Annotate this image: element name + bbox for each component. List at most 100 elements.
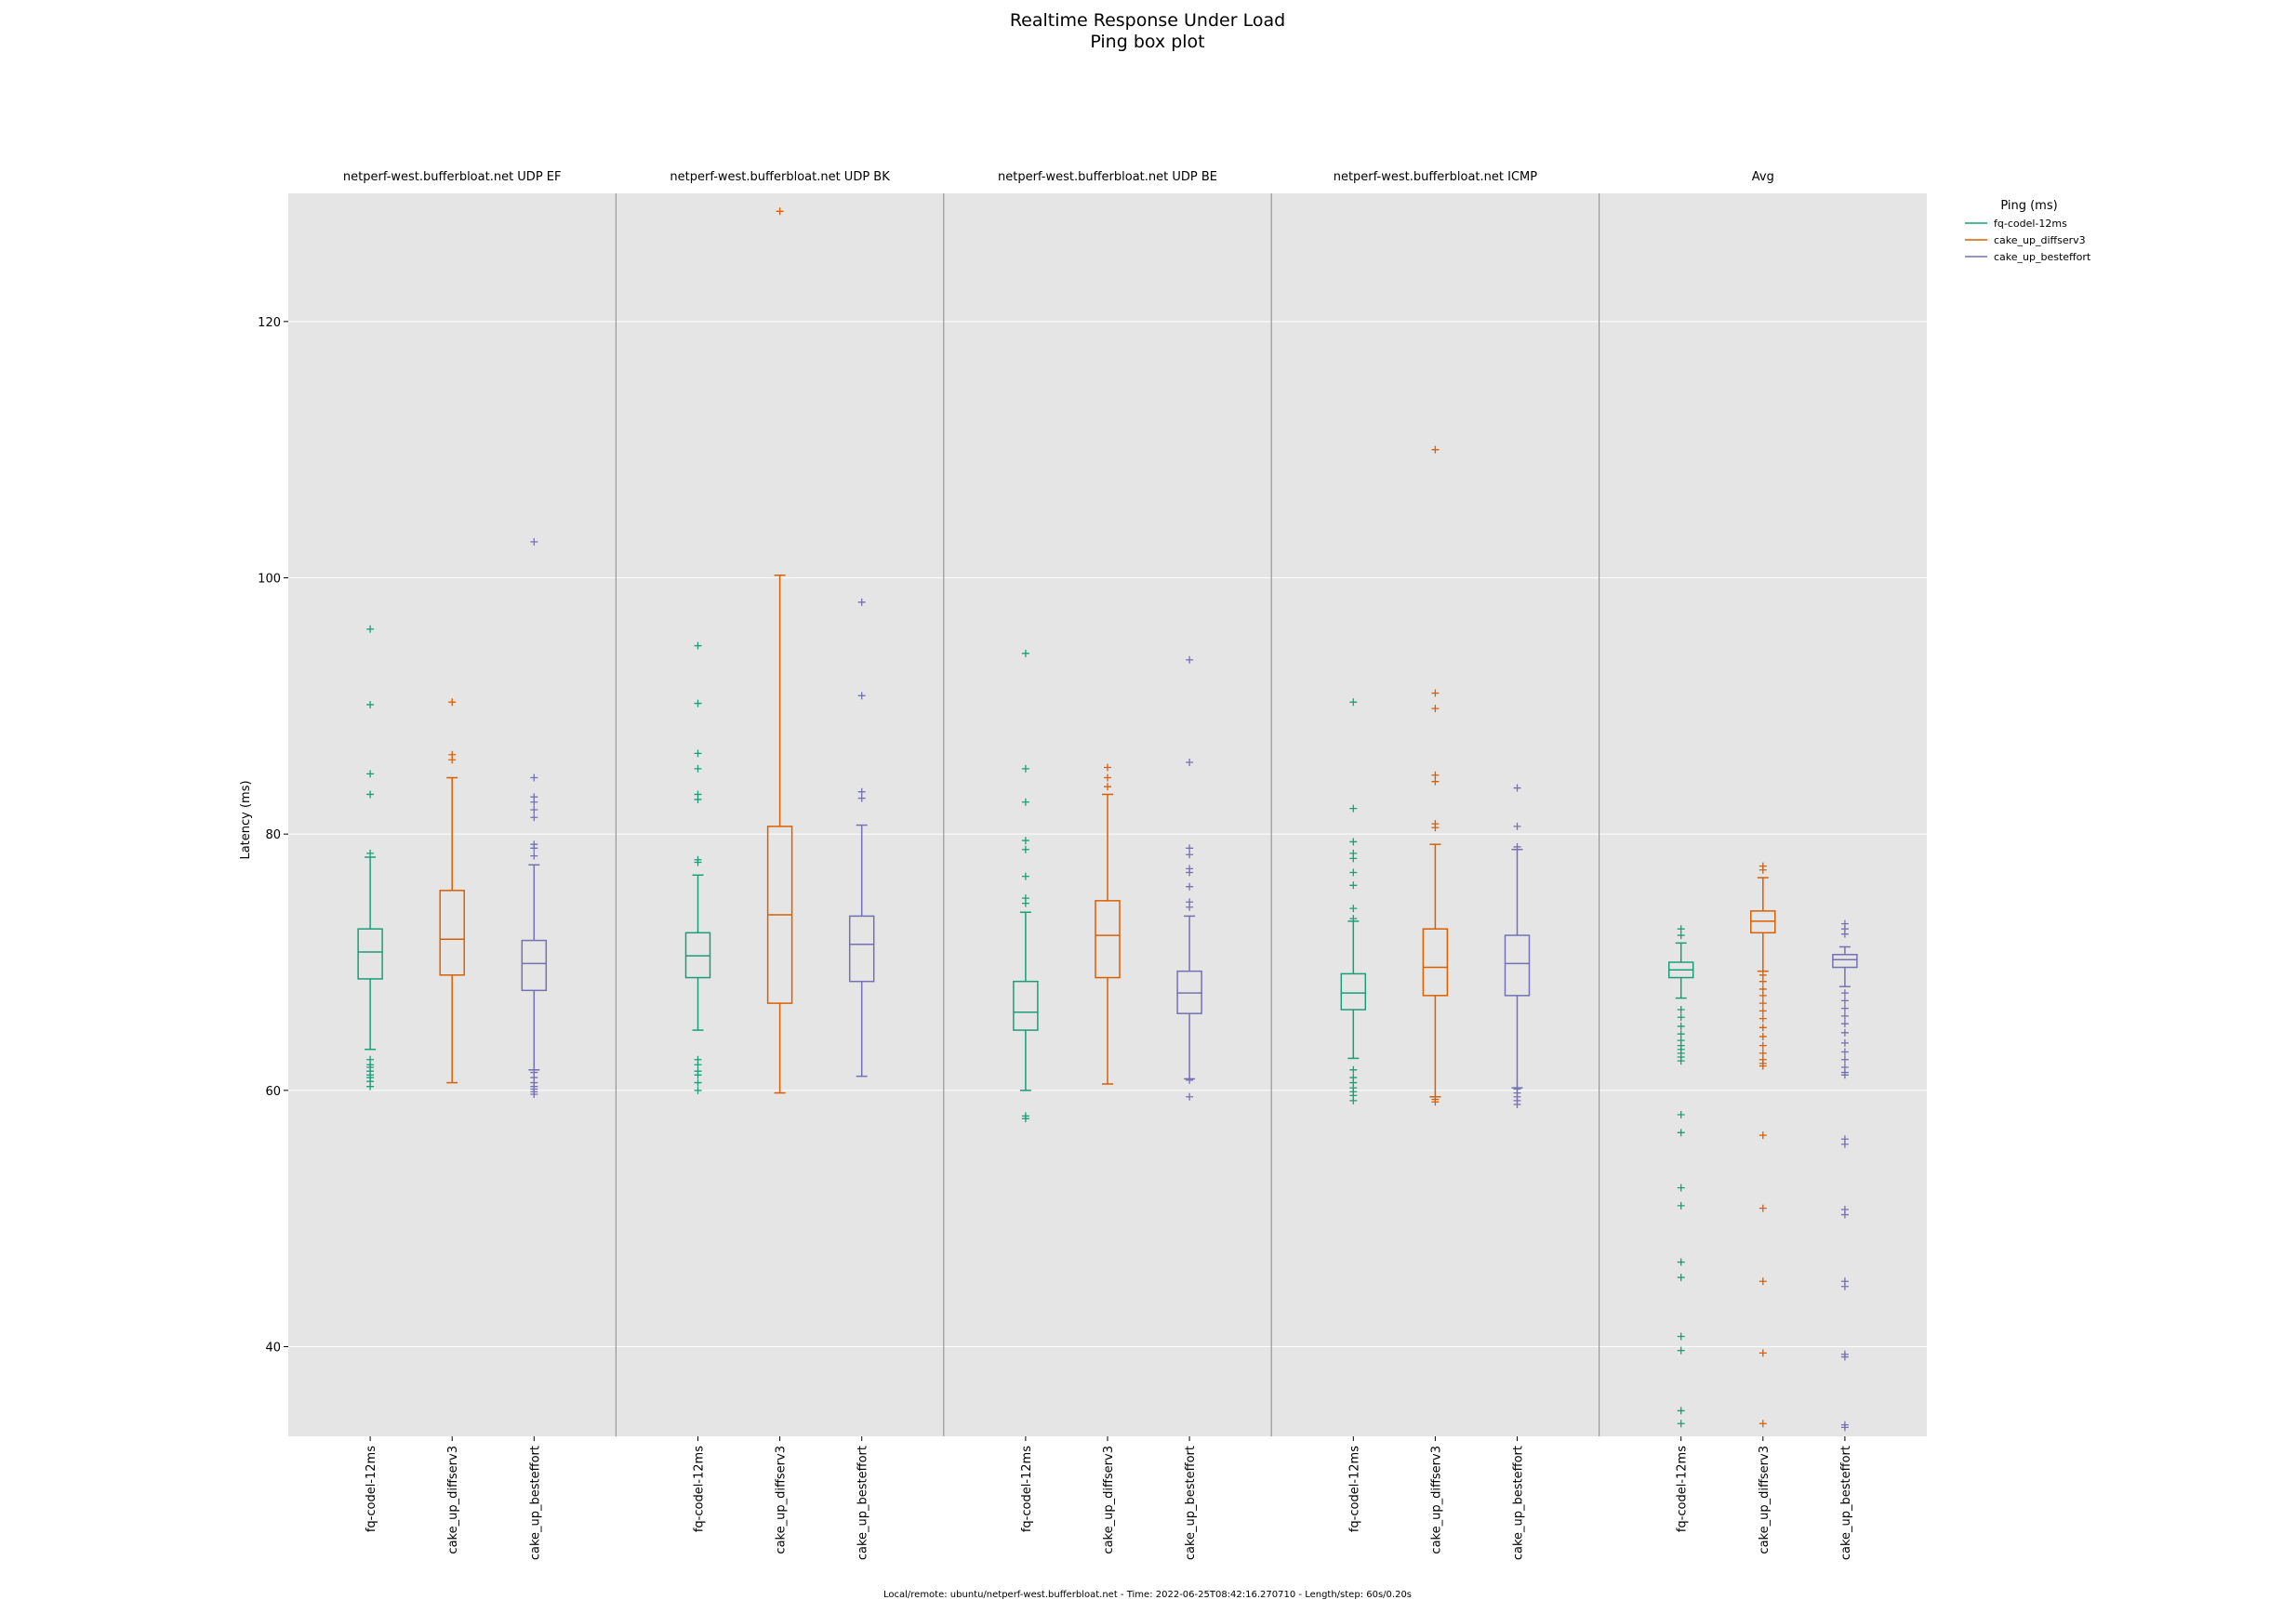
outlier-marker bbox=[1677, 1022, 1685, 1030]
outlier-marker bbox=[1021, 872, 1029, 880]
iqr-box bbox=[357, 928, 383, 980]
outlier-marker bbox=[1431, 824, 1440, 832]
outlier-marker bbox=[694, 641, 702, 650]
outlier-marker bbox=[1513, 842, 1521, 851]
box-cake-up-besteffort bbox=[1176, 655, 1202, 1101]
outlier-marker bbox=[1513, 822, 1521, 830]
outlier-marker bbox=[1186, 868, 1194, 877]
outlier-marker bbox=[694, 858, 702, 866]
outlier-marker bbox=[1349, 854, 1358, 863]
x-tick-label: cake_up_besteffort bbox=[856, 1446, 870, 1560]
outlier-marker bbox=[366, 700, 375, 708]
outlier-marker bbox=[1349, 915, 1358, 923]
outlier-marker bbox=[1186, 903, 1194, 911]
outlier-marker bbox=[1677, 1030, 1685, 1038]
outlier-marker bbox=[694, 1061, 702, 1069]
outlier-marker bbox=[1840, 1038, 1849, 1047]
outlier-marker bbox=[1677, 1201, 1685, 1210]
outlier-marker bbox=[857, 692, 866, 700]
outlier-marker bbox=[1840, 1353, 1849, 1361]
outlier-marker bbox=[1431, 689, 1440, 697]
outlier-marker bbox=[448, 756, 457, 764]
outlier-marker bbox=[1349, 804, 1358, 813]
iqr-box bbox=[1504, 934, 1531, 997]
outlier-marker bbox=[1104, 783, 1111, 791]
panel-netperf-west-bufferbloat-net-udp-ef: netperf-west.bufferbloat.net UDP EF fq-co… bbox=[343, 170, 562, 1560]
outlier-marker bbox=[1840, 1004, 1849, 1012]
outlier-marker bbox=[1186, 1092, 1194, 1101]
outlier-marker bbox=[1758, 1014, 1767, 1023]
iqr-box bbox=[521, 939, 548, 992]
iqr-box bbox=[1095, 900, 1121, 979]
outlier-marker bbox=[1758, 991, 1767, 999]
outlier-marker bbox=[1677, 1129, 1685, 1137]
y-tick-label: 40 bbox=[265, 1342, 281, 1355]
outlier-marker bbox=[1513, 784, 1521, 792]
x-tick-label: fq-codel-12ms bbox=[1676, 1446, 1690, 1532]
outlier-marker bbox=[1186, 655, 1194, 664]
outlier-marker bbox=[1840, 1055, 1849, 1064]
outlier-marker bbox=[366, 770, 375, 778]
outlier-marker bbox=[448, 698, 457, 707]
footer-note: Local/remote: ubuntu/netperf-west.buffer… bbox=[883, 1590, 1412, 1600]
outlier-marker bbox=[530, 813, 538, 822]
outlier-marker bbox=[1186, 851, 1194, 859]
outlier-marker bbox=[1758, 1204, 1767, 1212]
panel-title: netperf-west.bufferbloat.net UDP BK bbox=[670, 170, 890, 184]
outlier-marker bbox=[1104, 773, 1111, 782]
box-cake-up-besteffort bbox=[1504, 784, 1531, 1109]
outlier-marker bbox=[1349, 1065, 1358, 1074]
outlier-marker bbox=[530, 773, 538, 782]
x-tick-label: fq-codel-12ms bbox=[693, 1446, 707, 1532]
outlier-marker bbox=[776, 207, 784, 216]
box-cake-up-besteffort bbox=[1832, 919, 1858, 1432]
outlier-marker bbox=[1349, 1096, 1358, 1104]
outlier-marker bbox=[694, 1071, 702, 1079]
outlier-marker bbox=[1186, 758, 1194, 766]
outlier-marker bbox=[1431, 777, 1440, 786]
x-tick-label: cake_up_diffserv3 bbox=[1102, 1446, 1116, 1554]
outlier-marker bbox=[1677, 1274, 1685, 1282]
box-cake-up-diffserv3 bbox=[439, 698, 465, 1084]
outlier-marker bbox=[1758, 1277, 1767, 1286]
outlier-marker bbox=[366, 1082, 375, 1091]
iqr-box bbox=[1013, 980, 1039, 1031]
outlier-marker bbox=[366, 790, 375, 799]
outlier-marker bbox=[1840, 1423, 1849, 1432]
outlier-marker bbox=[530, 805, 538, 813]
panel-netperf-west-bufferbloat-net-udp-be: netperf-west.bufferbloat.net UDP BE fq-co… bbox=[943, 170, 1217, 1560]
outlier-marker bbox=[1758, 977, 1767, 985]
outlier-marker bbox=[1349, 838, 1358, 846]
outlier-marker bbox=[1840, 1210, 1849, 1219]
box-cake-up-diffserv3 bbox=[1422, 445, 1449, 1106]
outlier-marker bbox=[1677, 1258, 1685, 1266]
box-cake-up-besteffort bbox=[848, 598, 875, 1078]
outlier-marker bbox=[1431, 705, 1440, 713]
outlier-marker bbox=[1758, 1131, 1767, 1140]
outlier-marker bbox=[1186, 882, 1194, 891]
y-axis-label: Latency (ms) bbox=[239, 780, 253, 859]
panel-netperf-west-bufferbloat-net-udp-bk: netperf-west.bufferbloat.net UDP BK fq-co… bbox=[615, 170, 890, 1560]
outlier-marker bbox=[1677, 1006, 1685, 1014]
outlier-marker bbox=[1758, 985, 1767, 993]
outlier-marker bbox=[1431, 445, 1440, 454]
outlier-marker bbox=[1840, 1020, 1849, 1028]
outlier-marker bbox=[1677, 932, 1685, 940]
outlier-marker bbox=[1021, 764, 1029, 773]
iqr-box bbox=[439, 890, 465, 976]
y-tick-label: 100 bbox=[258, 573, 281, 587]
panel-title: netperf-west.bufferbloat.net UDP EF bbox=[343, 170, 562, 184]
outlier-marker bbox=[694, 795, 702, 803]
outlier-marker bbox=[1840, 1071, 1849, 1079]
box-fq-codel-12ms bbox=[1340, 698, 1367, 1104]
outlier-marker bbox=[1840, 1140, 1849, 1148]
y-tick-label: 60 bbox=[265, 1085, 281, 1099]
outlier-marker bbox=[1677, 1111, 1685, 1119]
x-tick-label: cake_up_diffserv3 bbox=[1429, 1446, 1443, 1554]
x-tick-label: cake_up_besteffort bbox=[1839, 1446, 1853, 1560]
outlier-marker bbox=[1840, 1282, 1849, 1290]
outlier-marker bbox=[1758, 1349, 1767, 1357]
outlier-marker bbox=[1840, 989, 1849, 998]
outlier-marker bbox=[694, 749, 702, 758]
panel-avg: Avg fq-codel-12ms cake_up_diffserv3 cake_up… bbox=[1598, 170, 1858, 1560]
